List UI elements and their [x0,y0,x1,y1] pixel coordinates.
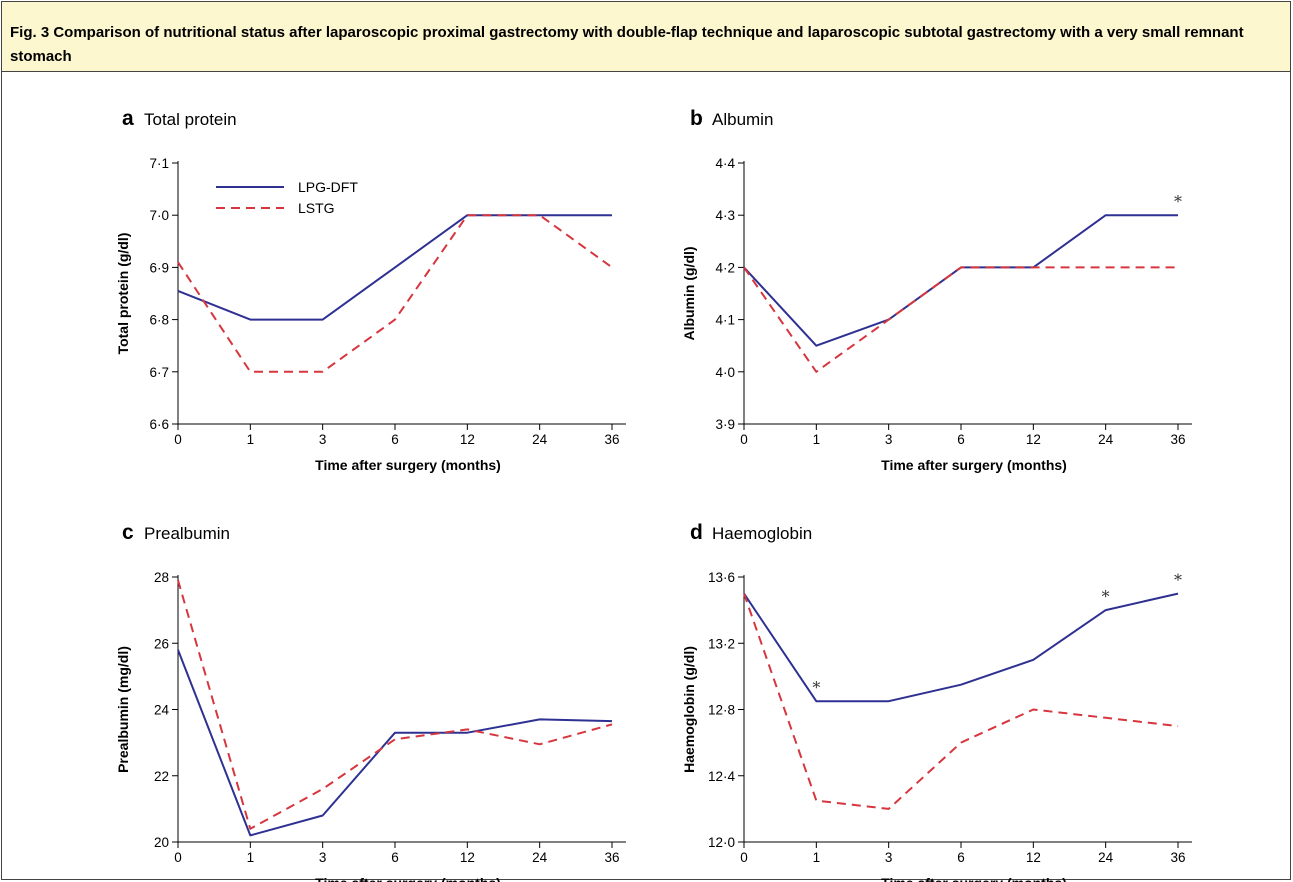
y-tick-label: 4·3 [715,208,735,223]
significance-asterisk: * [1102,587,1110,606]
x-tick-label: 36 [1170,850,1185,865]
y-tick-label: 22 [154,769,169,784]
series-line-lpg-dft [743,214,1178,347]
series-line-lstg [177,214,613,373]
x-tick-label: 3 [885,432,893,447]
x-tick-label: 36 [1170,432,1185,447]
y-tick-label: 12·4 [708,769,736,784]
panel-title: Haemoglobin [712,524,812,543]
x-tick-label: 12 [1026,850,1041,865]
y-tick-label: 13·6 [708,570,735,585]
panel-title: Albumin [712,110,773,129]
panel-letter: b [690,107,703,130]
x-tick-label: 6 [391,850,399,865]
x-tick-label: 1 [813,432,821,447]
x-tick-label: 6 [957,850,965,865]
y-tick-label: 12·8 [708,703,735,718]
y-tick-label: 6·6 [149,417,169,432]
y-tick-label: 4·1 [715,313,735,328]
y-tick-label: 6·8 [149,313,169,328]
y-axis-label: Haemoglobin (g/dl) [681,646,697,773]
x-tick-label: 12 [460,850,475,865]
y-tick-label: 24 [154,703,170,718]
y-axis-label: Total protein (g/dl) [115,233,131,355]
x-tick-label: 3 [885,850,893,865]
y-tick-label: 4·0 [715,365,735,380]
x-tick-label: 1 [247,432,255,447]
x-tick-label: 24 [1098,432,1114,447]
y-axis-label: Albumin (g/dl) [681,246,697,340]
x-tick-label: 0 [174,432,182,447]
x-tick-label: 36 [604,850,619,865]
y-tick-label: 13·2 [708,636,735,651]
series-line-lpg-dft [743,592,1179,703]
y-tick-label: 7·0 [149,208,169,223]
y-tick-label: 12·0 [708,835,735,850]
series-line-lstg [177,580,613,830]
y-tick-label: 4·2 [715,260,735,275]
significance-asterisk: * [1174,192,1182,211]
panel-c: cPrealbumin20222426280136122436Time afte… [115,521,626,882]
y-axis-label: Prealbumin (mg/dl) [115,646,131,773]
series-line-lstg [743,593,1179,810]
x-tick-label: 3 [319,850,327,865]
significance-asterisk: * [812,678,820,697]
panel-letter: d [690,521,703,544]
figure-caption: Fig. 3 Comparison of nutritional status … [2,2,1290,72]
y-tick-label: 20 [154,835,169,850]
series-line-lpg-dft [177,649,613,837]
legend-label: LSTG [298,200,335,216]
x-axis-label: Time after surgery (months) [315,875,501,882]
x-tick-label: 24 [532,850,548,865]
series-line-lstg [743,266,1178,373]
x-tick-label: 0 [174,850,182,865]
x-tick-label: 24 [1098,850,1114,865]
x-tick-label: 1 [247,850,255,865]
x-tick-label: 6 [957,432,965,447]
y-tick-label: 4·4 [715,156,735,171]
panel-letter: c [122,521,134,544]
y-tick-label: 26 [154,636,169,651]
x-axis-label: Time after surgery (months) [881,457,1067,473]
panel-title: Prealbumin [144,524,230,543]
x-tick-label: 0 [740,850,748,865]
x-tick-label: 12 [1026,432,1041,447]
x-tick-label: 6 [391,432,399,447]
y-tick-label: 3·9 [715,417,735,432]
x-tick-label: 3 [319,432,327,447]
panel-letter: a [122,107,134,130]
x-tick-label: 24 [532,432,548,447]
x-axis-label: Time after surgery (months) [881,875,1067,882]
x-tick-label: 0 [740,432,748,447]
x-axis-label: Time after surgery (months) [315,457,501,473]
y-tick-label: 28 [154,570,169,585]
x-tick-label: 36 [604,432,619,447]
panel-title: Total protein [144,110,237,129]
legend-label: LPG-DFT [298,179,358,195]
y-tick-label: 7·1 [149,156,169,171]
y-tick-label: 6·9 [149,260,169,275]
significance-asterisk: * [1174,571,1182,590]
series-line-lpg-dft [177,214,612,321]
x-tick-label: 12 [460,432,475,447]
y-tick-label: 6·7 [149,365,169,380]
x-tick-label: 1 [813,850,821,865]
